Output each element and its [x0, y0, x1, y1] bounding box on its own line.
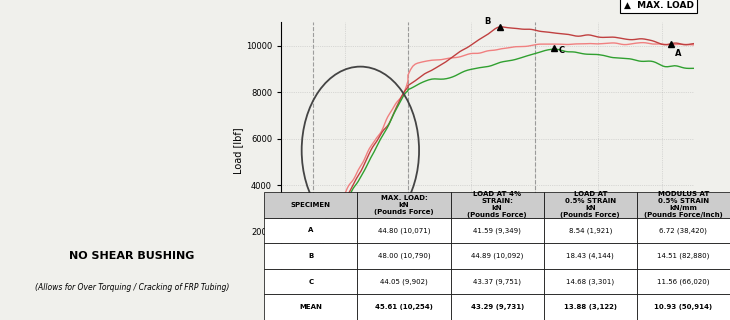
Text: (Allows for Over Torquing / Cracking of FRP Tubing): (Allows for Over Torquing / Cracking of …: [35, 284, 229, 292]
Text: 4%: 4%: [537, 263, 550, 272]
Text: A: A: [675, 49, 681, 58]
Text: ▲  MAX. LOAD: ▲ MAX. LOAD: [623, 1, 694, 10]
Text: 0.5%: 0.5%: [315, 263, 334, 272]
Text: C: C: [559, 46, 565, 55]
Text: 2%: 2%: [410, 263, 423, 272]
X-axis label: Extension [in]: Extension [in]: [453, 299, 521, 309]
Legend: A, B, C: A, B, C: [638, 214, 689, 269]
Text: NO SHEAR BUSHING: NO SHEAR BUSHING: [69, 251, 195, 261]
Y-axis label: Load [lbf]: Load [lbf]: [233, 127, 243, 174]
Text: B: B: [484, 17, 491, 26]
